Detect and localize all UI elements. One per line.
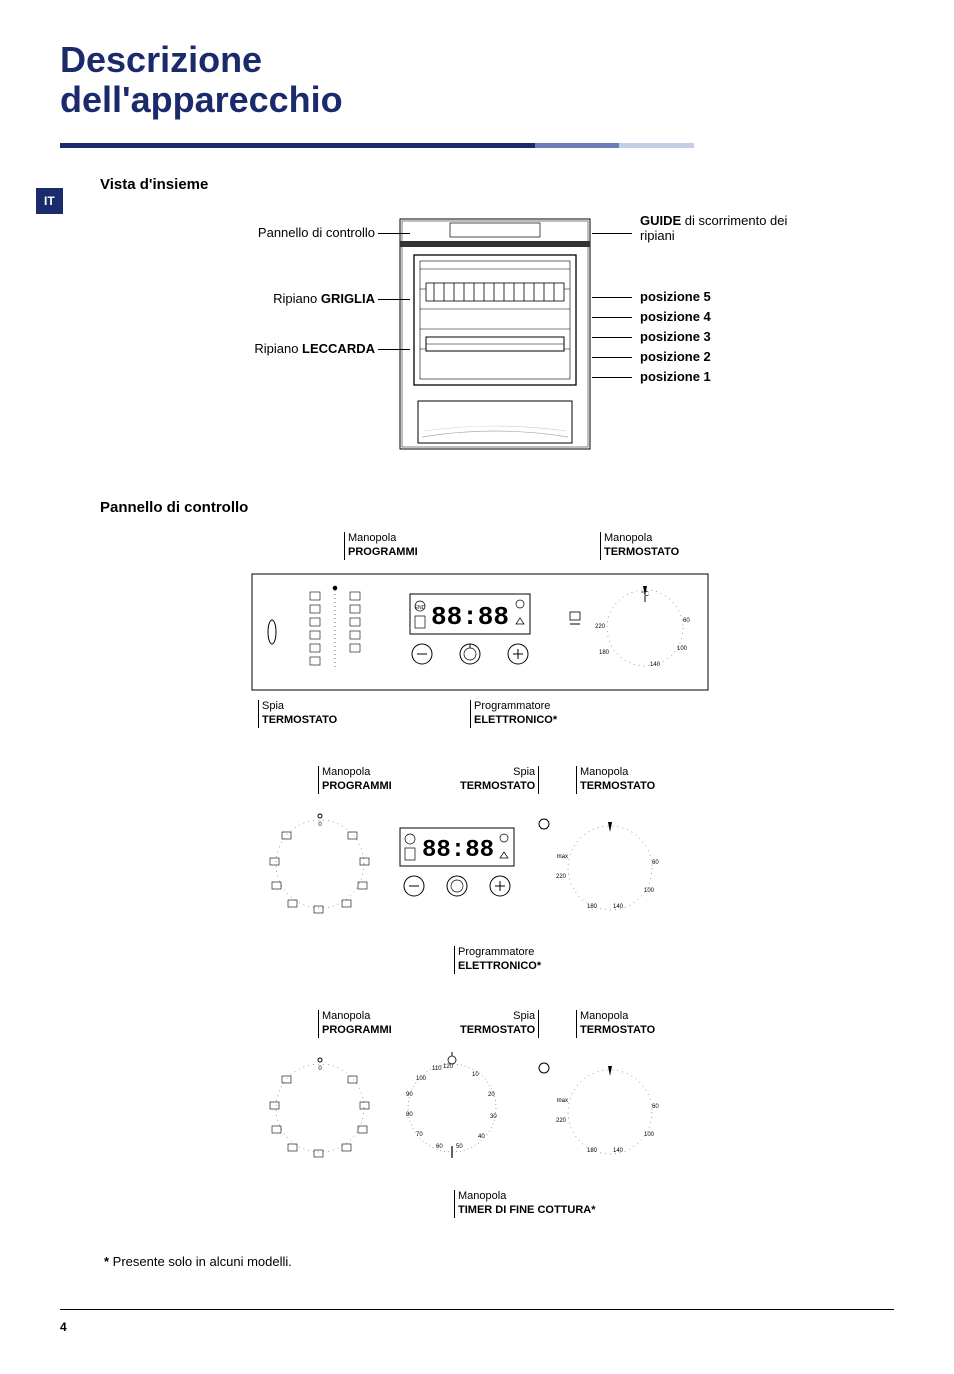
svg-text:60: 60 bbox=[652, 860, 659, 866]
footer-rule bbox=[60, 1309, 894, 1310]
control-panel-3: Manopola PROGRAMMI Spia TERMOSTATO Manop… bbox=[100, 1010, 894, 1230]
svg-text:max: max bbox=[557, 1098, 568, 1104]
svg-text:10: 10 bbox=[472, 1072, 479, 1078]
svg-text:180: 180 bbox=[587, 1148, 598, 1154]
page-title: Descrizione dell'apparecchio bbox=[60, 40, 894, 119]
svg-text:220: 220 bbox=[556, 1118, 567, 1124]
label-pos1: posizione 1 bbox=[640, 369, 820, 384]
svg-text:60: 60 bbox=[436, 1144, 443, 1150]
oven-illustration bbox=[390, 209, 600, 459]
language-tab: IT bbox=[36, 188, 63, 214]
label-pos3: posizione 3 bbox=[640, 329, 820, 344]
control-panel-2: Manopola PROGRAMMI Spia TERMOSTATO Manop… bbox=[100, 766, 894, 986]
svg-text:100: 100 bbox=[644, 888, 655, 894]
svg-text:20: 20 bbox=[488, 1092, 495, 1098]
svg-text:30: 30 bbox=[490, 1114, 497, 1120]
svg-text:180: 180 bbox=[587, 904, 598, 910]
svg-text:0: 0 bbox=[318, 1066, 322, 1072]
svg-text:100: 100 bbox=[677, 646, 688, 652]
section-overview-title: Vista d'insieme bbox=[100, 176, 894, 193]
svg-text:max: max bbox=[557, 854, 568, 860]
section-panel-title: Pannello di controllo bbox=[100, 499, 894, 516]
svg-text:120: 120 bbox=[443, 1064, 454, 1070]
control-panel-1: Manopola PROGRAMMI Manopola TERMOSTATO bbox=[100, 532, 894, 742]
label-griglia: Ripiano GRIGLIA bbox=[185, 291, 375, 306]
header-rule bbox=[60, 143, 894, 148]
svg-text:40: 40 bbox=[478, 1134, 485, 1140]
svg-text:END: END bbox=[415, 605, 426, 611]
svg-text:140: 140 bbox=[613, 1148, 624, 1154]
svg-text:60: 60 bbox=[652, 1104, 659, 1110]
svg-text:88:88: 88:88 bbox=[431, 602, 509, 632]
label-leccarda: Ripiano LECCARDA bbox=[185, 341, 375, 356]
svg-text:140: 140 bbox=[650, 662, 661, 668]
svg-text:110: 110 bbox=[432, 1066, 442, 1072]
svg-text:70: 70 bbox=[416, 1132, 423, 1138]
label-pos2: posizione 2 bbox=[640, 349, 820, 364]
svg-text:100: 100 bbox=[416, 1076, 427, 1082]
label-pos5: posizione 5 bbox=[640, 289, 820, 304]
svg-text:180: 180 bbox=[599, 650, 610, 656]
svg-text:80: 80 bbox=[406, 1112, 413, 1118]
page-number: 4 bbox=[60, 1320, 894, 1334]
svg-text:220: 220 bbox=[595, 624, 606, 630]
overview-diagram: Pannello di controllo Ripiano GRIGLIA Ri… bbox=[100, 209, 894, 479]
svg-text:50: 50 bbox=[456, 1144, 463, 1150]
svg-text:220: 220 bbox=[556, 874, 567, 880]
svg-text:140: 140 bbox=[613, 904, 624, 910]
label-pos4: posizione 4 bbox=[640, 309, 820, 324]
svg-text:60: 60 bbox=[683, 618, 690, 624]
label-pannello: Pannello di controllo bbox=[185, 225, 375, 240]
svg-text:100: 100 bbox=[644, 1132, 655, 1138]
svg-text:0: 0 bbox=[318, 822, 322, 828]
svg-text:88:88: 88:88 bbox=[422, 837, 494, 864]
footnote: * Presente solo in alcuni modelli. bbox=[104, 1254, 894, 1269]
svg-text:90: 90 bbox=[406, 1092, 413, 1098]
label-guide: GUIDE di scorrimento dei ripiani bbox=[640, 213, 820, 243]
